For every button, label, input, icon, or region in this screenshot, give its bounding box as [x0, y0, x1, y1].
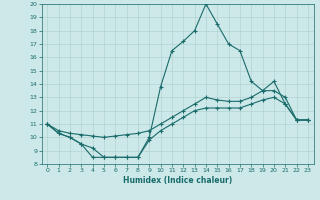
X-axis label: Humidex (Indice chaleur): Humidex (Indice chaleur): [123, 176, 232, 185]
